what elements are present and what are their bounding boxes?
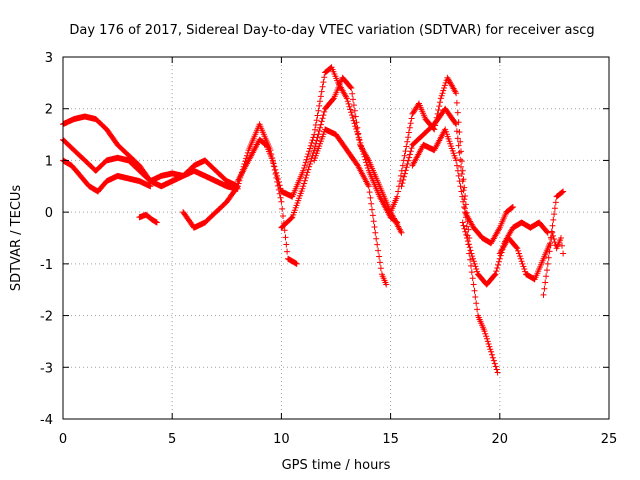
x-tick-label: 5 [168,432,176,447]
plus-markers [311,126,390,288]
plus-markers [387,74,473,241]
series-track-j [398,105,501,376]
y-tick-label: -2 [40,310,53,325]
x-tick-label: 25 [601,432,618,447]
series-track-n [540,229,567,298]
grid [63,57,609,419]
y-tick-label: 3 [45,51,53,66]
y-tick-label: -3 [40,361,53,376]
plot-frame [62,56,610,420]
y-tick-label: -1 [40,258,53,273]
data-marks [60,64,567,376]
y-axis-label: SDTVAR / TECUs [9,185,24,292]
plus-markers [459,219,551,288]
plus-markers [278,74,405,236]
plus-markers [398,105,501,376]
x-tick-label: 15 [382,432,399,447]
axis-ticks: 0 5 10 15 20 25 -4 -3 -2 -1 0 1 2 3 [40,51,617,447]
x-axis-label: GPS time / hours [282,458,391,473]
series-track-k [409,126,516,247]
plus-markers [409,126,516,247]
y-tick-label: 0 [45,206,53,221]
series-track-l [459,219,551,288]
plus-markers [136,211,160,226]
series-track-i [387,74,473,241]
x-tick-label: 20 [492,432,509,447]
chart-title: Day 176 of 2017, Sidereal Day-to-day VTE… [69,23,594,38]
plus-markers [234,64,401,226]
series-track-f [234,64,401,226]
y-tick-label: -4 [40,413,53,428]
y-tick-label: 2 [45,103,53,118]
series-track-h [311,126,390,288]
series-track-e [136,211,160,226]
series-track-g [278,74,405,236]
y-tick-label: 1 [45,154,53,169]
plus-markers [540,229,567,298]
x-tick-label: 0 [59,432,67,447]
x-tick-label: 10 [273,432,290,447]
